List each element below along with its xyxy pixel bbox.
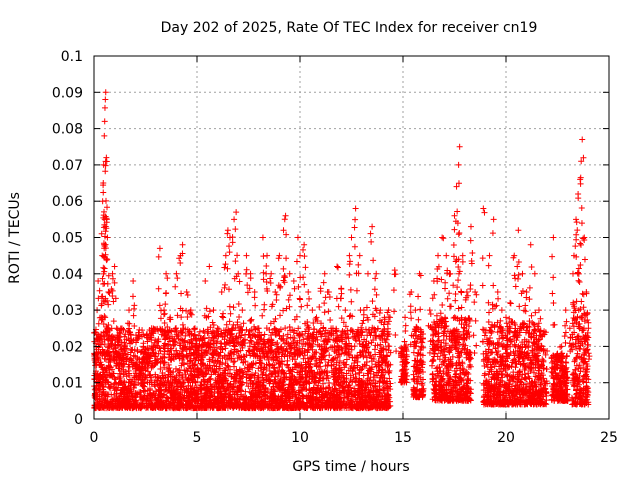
data-point (269, 329, 276, 336)
data-point (136, 326, 143, 333)
data-point (261, 331, 268, 338)
data-point (360, 372, 367, 379)
data-point (164, 365, 171, 372)
data-point (165, 347, 172, 354)
data-point (274, 340, 281, 347)
data-point (371, 346, 378, 353)
data-point (295, 325, 302, 332)
data-point (132, 353, 139, 360)
data-point (171, 376, 178, 383)
data-point (279, 336, 286, 343)
data-point (368, 358, 375, 365)
data-point (266, 367, 273, 374)
data-point (379, 366, 386, 373)
data-point (284, 331, 291, 338)
data-point (385, 369, 392, 376)
data-point (231, 358, 238, 365)
data-point (132, 397, 139, 404)
data-point (231, 363, 238, 370)
data-points (91, 89, 593, 412)
data-point (485, 319, 492, 326)
data-point (300, 336, 307, 343)
data-point (430, 357, 437, 364)
data-point (367, 332, 374, 339)
data-point (440, 359, 447, 366)
data-point (356, 369, 363, 376)
data-point (316, 327, 323, 334)
data-point (326, 352, 333, 359)
data-point (186, 345, 193, 352)
data-point (256, 329, 263, 336)
data-point (372, 351, 379, 358)
data-point (352, 371, 359, 378)
chart-title: Day 202 of 2025, Rate Of TEC Index for r… (161, 20, 538, 36)
data-point (170, 368, 177, 375)
data-point (311, 326, 318, 333)
data-point (217, 365, 224, 372)
data-point (284, 361, 291, 368)
data-point (231, 383, 238, 390)
data-point (140, 387, 147, 394)
data-point (433, 365, 440, 372)
data-point (271, 361, 278, 368)
data-point (246, 343, 253, 350)
data-point (267, 332, 274, 339)
data-point (196, 328, 203, 335)
data-point (222, 345, 229, 352)
data-point (292, 391, 299, 398)
data-point (377, 341, 384, 348)
data-point (145, 368, 152, 375)
data-point (214, 388, 221, 395)
data-point (182, 332, 189, 339)
data-point (161, 364, 168, 371)
data-point (206, 358, 213, 365)
data-point (205, 348, 212, 355)
data-point (489, 349, 496, 356)
